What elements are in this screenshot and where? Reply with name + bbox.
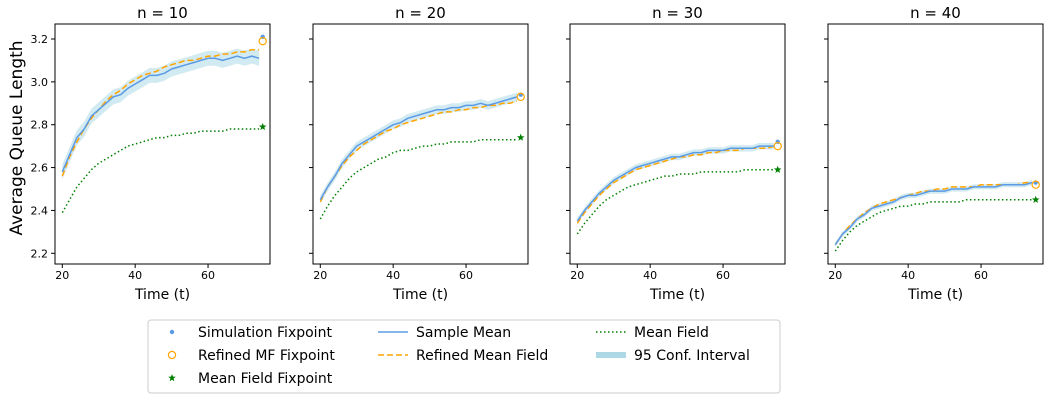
legend-dot-marker	[169, 329, 175, 335]
plot-frame	[312, 23, 529, 265]
series-line-dotted	[61, 128, 260, 213]
x-tick-label: 60	[974, 269, 988, 282]
y-tick-label: 2.2	[31, 247, 49, 260]
refined-fixpoint	[1031, 180, 1040, 189]
x-axis-label: Time (t)	[392, 287, 448, 303]
confidence-band	[320, 92, 518, 204]
x-axis-label: Time (t)	[649, 287, 705, 303]
panel-3: n = 30 20 40 60 Time (t)	[566, 4, 786, 303]
plot-frame	[569, 23, 786, 265]
series-line-dashed	[61, 48, 260, 177]
y-axis-label: Average Queue Length	[7, 40, 27, 235]
mean-field-fixpoint	[1031, 195, 1040, 203]
legend-entry: Refined MF Fixpoint	[167, 348, 335, 364]
x-axis-label: Time (t)	[907, 287, 963, 303]
y-tick-label: 2.6	[31, 162, 49, 175]
legend-box	[147, 319, 781, 394]
x-tick-label: 60	[459, 269, 473, 282]
mean-field-fixpoint	[516, 133, 525, 141]
confidence-band	[577, 142, 775, 225]
legend-entry: 95 Conf. Interval	[596, 348, 750, 364]
mean-field-fixpoint	[773, 165, 782, 173]
confidence-band	[835, 180, 1033, 248]
legend-entry: Sample Mean	[378, 325, 511, 341]
y-tick-label: 3.2	[31, 33, 49, 46]
x-tick-label: 40	[643, 269, 657, 282]
panel-4: n = 40 20 40 60 Time (t)	[824, 4, 1044, 303]
legend-label: Mean Field Fixpoint	[198, 371, 333, 387]
legend-label: Sample Mean	[416, 325, 511, 341]
series-line-dashed	[576, 145, 775, 224]
series-line-solid	[319, 96, 518, 201]
confidence-band	[62, 48, 260, 180]
legend-circle-marker	[167, 350, 177, 360]
panel-2: n = 20 20 40 60 Time (t)	[309, 4, 529, 303]
y-tick-label: 3.0	[31, 76, 49, 89]
legend-label: 95 Conf. Interval	[634, 348, 750, 364]
legend-entry: Mean Field	[596, 325, 709, 341]
plot-frame	[827, 23, 1044, 265]
legend-band	[596, 352, 626, 358]
legend-label: Refined MF Fixpoint	[198, 348, 335, 364]
y-tick-label: 2.4	[31, 204, 49, 217]
legend-label: Refined Mean Field	[416, 348, 548, 364]
x-tick-label: 40	[901, 269, 915, 282]
panel-title: n = 10	[137, 4, 188, 22]
x-tick-label: 20	[828, 269, 842, 282]
x-tick-label: 40	[386, 269, 400, 282]
legend-entry: Refined Mean Field	[378, 348, 548, 364]
refined-fixpoint	[258, 36, 267, 46]
x-tick-label: 20	[55, 269, 69, 282]
legend: Simulation Fixpoint Refined MF Fixpoint Me…	[147, 319, 781, 394]
series-line-dotted	[834, 198, 1033, 252]
legend-label: Simulation Fixpoint	[198, 325, 332, 341]
plot-frame	[54, 23, 271, 265]
x-tick-label: 20	[313, 269, 327, 282]
panel-title: n = 30	[652, 4, 703, 22]
series-line-dashed	[834, 181, 1033, 246]
series-line-solid	[834, 181, 1033, 246]
x-axis-label: Time (t)	[134, 287, 190, 303]
series-line-solid	[576, 145, 775, 222]
legend-star-marker	[168, 374, 176, 382]
legend-entry: Simulation Fixpoint	[169, 325, 332, 341]
legend-entry: Mean Field Fixpoint	[168, 371, 333, 387]
x-tick-label: 60	[716, 269, 730, 282]
legend-label: Mean Field	[634, 325, 709, 341]
refined-fixpoint	[516, 92, 525, 102]
y-tick-label: 2.8	[31, 119, 49, 132]
x-tick-label: 20	[570, 269, 584, 282]
x-tick-label: 60	[201, 269, 215, 282]
panel-title: n = 40	[910, 4, 961, 22]
mean-field-fixpoint	[258, 122, 267, 131]
refined-fixpoint	[773, 141, 782, 151]
series-line-dotted	[576, 168, 775, 235]
series-line-dashed	[319, 100, 518, 203]
series-line-solid	[61, 55, 260, 173]
panel-1: n = 10 20 40 60 2.2 2.4 2.6 2.8 3.0 3.2 Time (t)	[31, 4, 271, 303]
panel-title: n = 20	[395, 4, 446, 22]
x-tick-label: 40	[128, 269, 142, 282]
